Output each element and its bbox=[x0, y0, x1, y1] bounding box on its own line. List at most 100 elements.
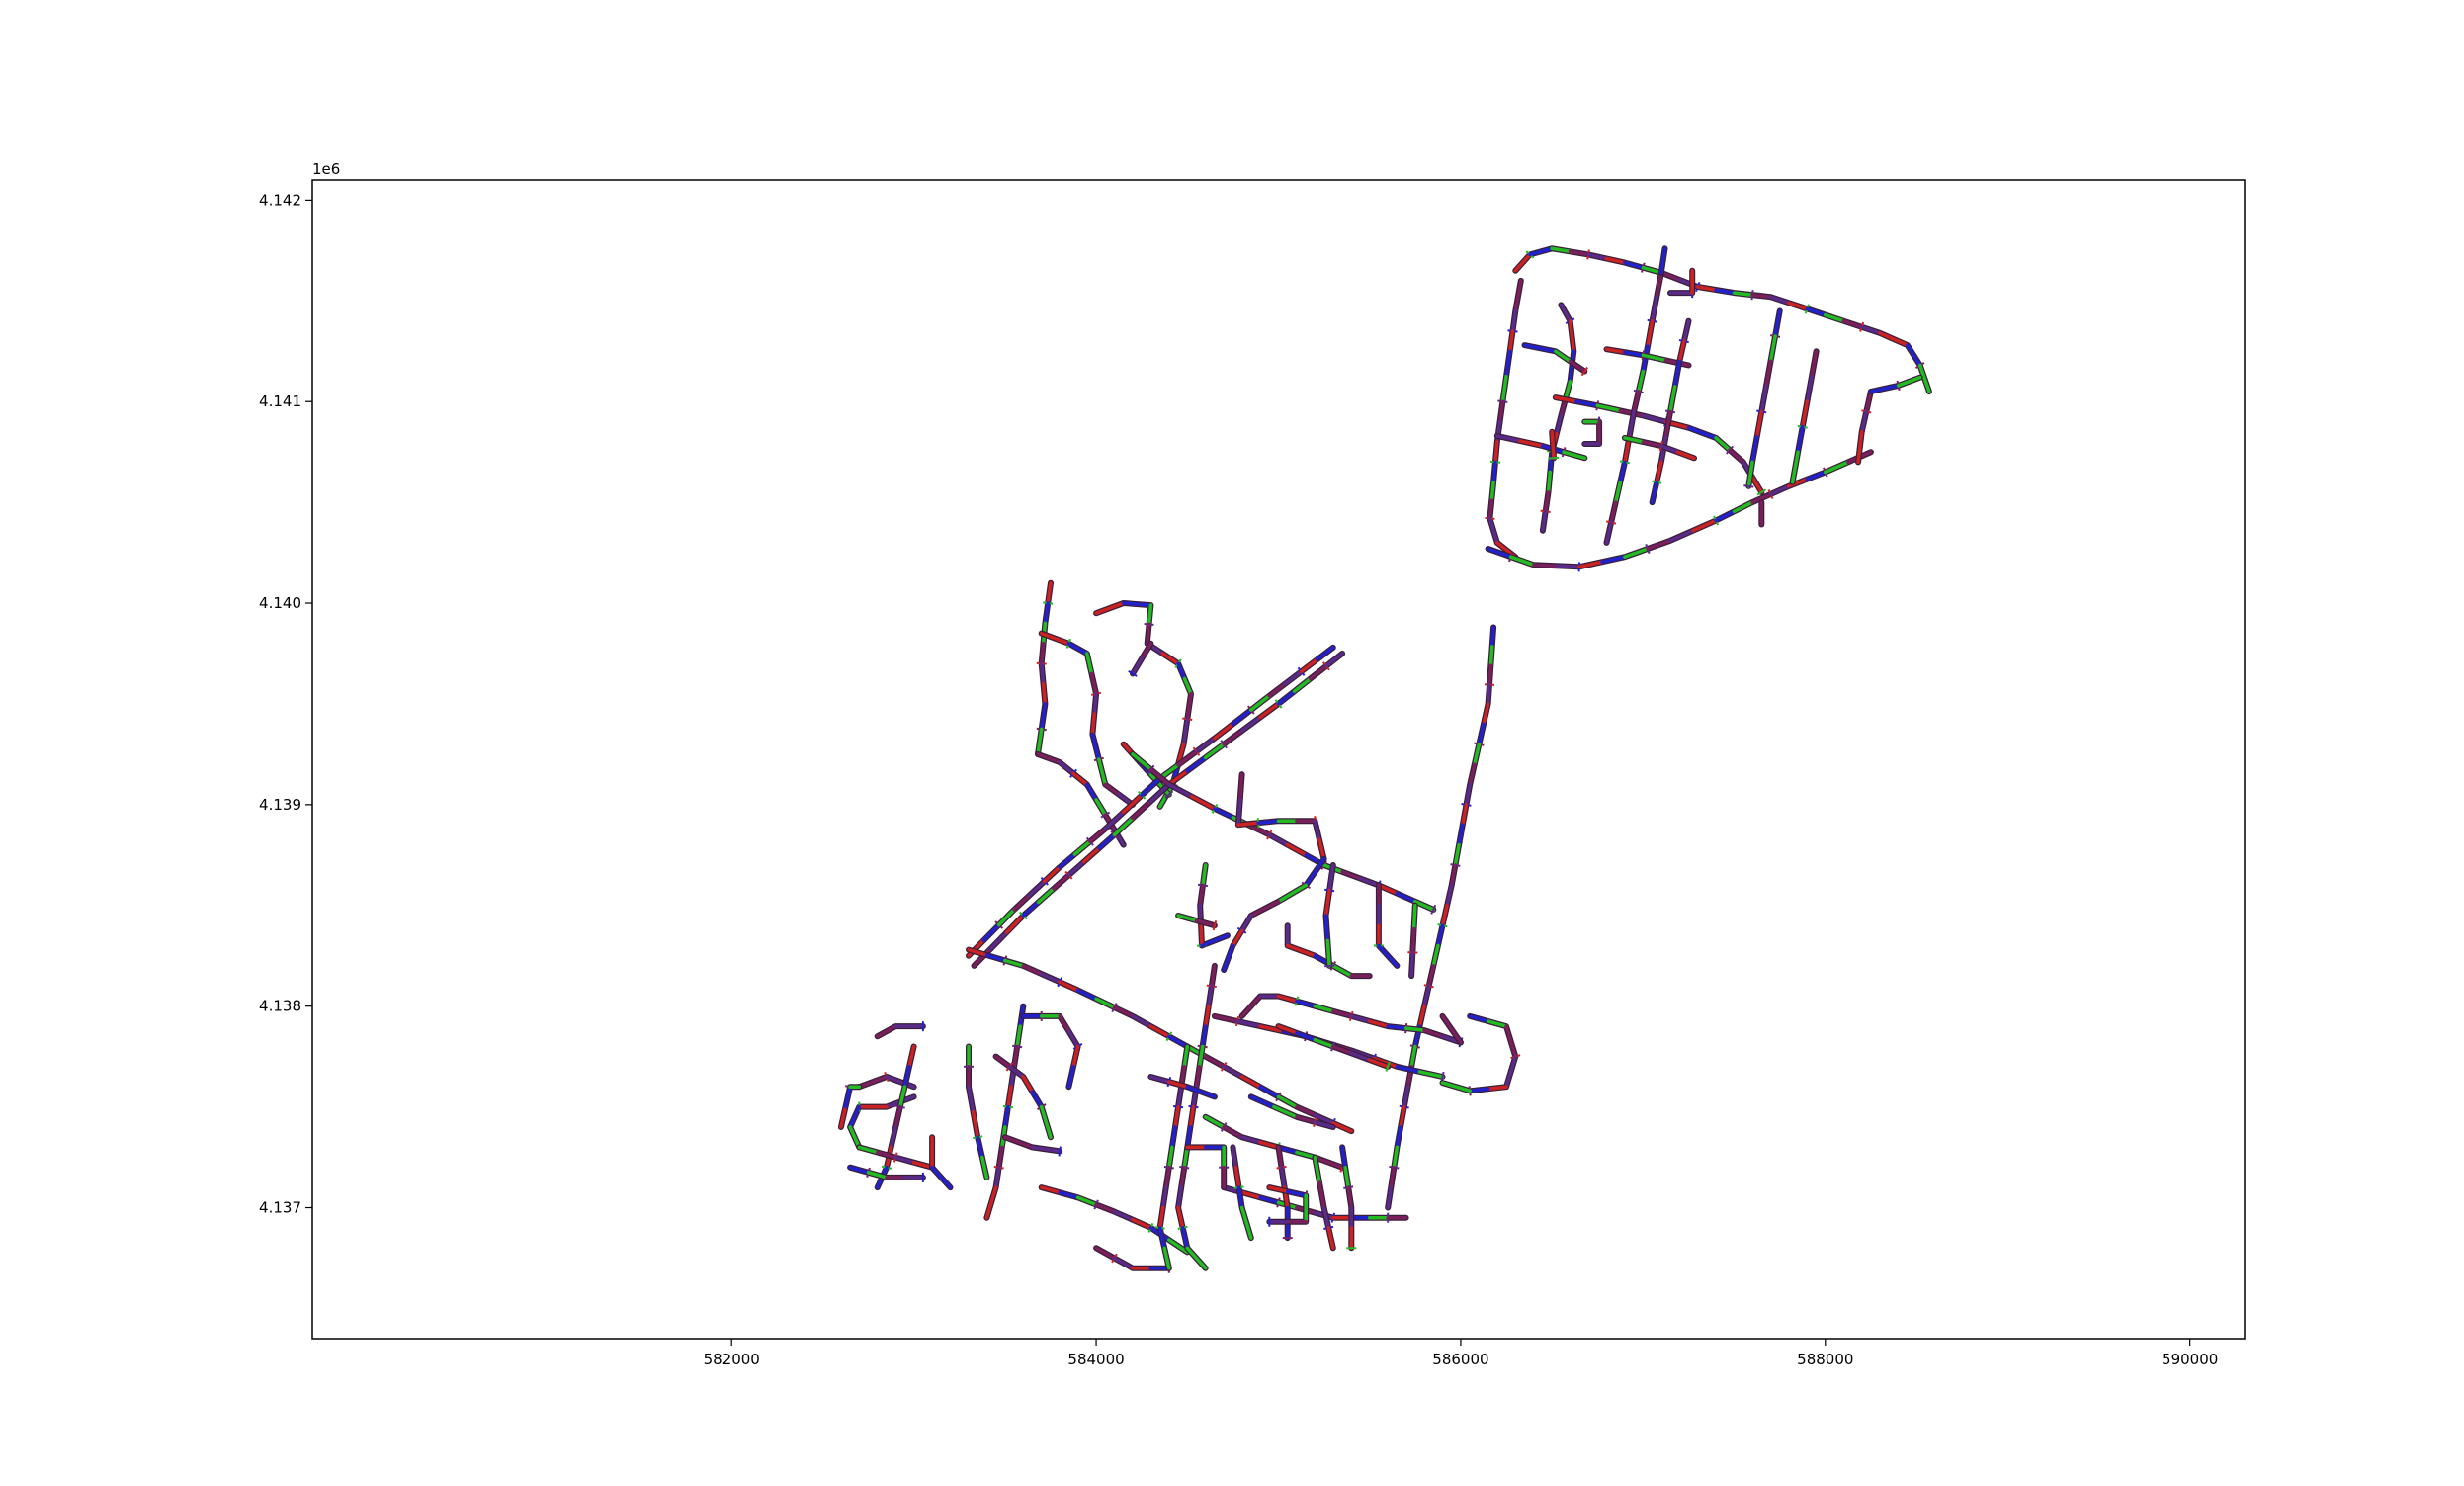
road-segment bbox=[1609, 500, 1618, 525]
road-segment bbox=[1194, 736, 1217, 753]
road-segment bbox=[848, 1125, 862, 1150]
road-segment bbox=[1377, 883, 1400, 896]
road-segment bbox=[1495, 434, 1522, 443]
road-segment bbox=[1402, 1085, 1410, 1109]
road-segment bbox=[1331, 964, 1354, 978]
road-segment bbox=[1768, 484, 1791, 496]
road-segment bbox=[981, 922, 1001, 942]
y-tick-label: 4.137 bbox=[259, 1199, 301, 1217]
road-segment bbox=[1403, 1026, 1426, 1032]
road-segment bbox=[1239, 1075, 1262, 1089]
road-segment bbox=[1504, 349, 1512, 379]
road-segment bbox=[1313, 1004, 1335, 1013]
x-tick-label: 584000 bbox=[1067, 1351, 1124, 1368]
road-segment bbox=[972, 947, 992, 968]
road-segment bbox=[1604, 520, 1613, 545]
road-segment bbox=[857, 1075, 889, 1089]
road-segment bbox=[1796, 424, 1805, 454]
road-segment bbox=[1489, 480, 1495, 502]
road-segment bbox=[1641, 265, 1663, 275]
y-tick-label: 4.141 bbox=[259, 393, 301, 410]
road-segment bbox=[1325, 938, 1331, 968]
road-segment bbox=[1805, 470, 1827, 481]
road-segment bbox=[1568, 349, 1576, 384]
road-segment bbox=[1773, 308, 1782, 338]
road-segment bbox=[1090, 732, 1101, 761]
road-segment bbox=[1203, 1115, 1226, 1129]
road-segment bbox=[1021, 1075, 1035, 1094]
road-segment bbox=[1507, 329, 1515, 354]
road-segment bbox=[1453, 842, 1461, 867]
road-segment bbox=[1550, 246, 1572, 254]
road-segment bbox=[1285, 943, 1317, 958]
road-segment bbox=[1869, 384, 1901, 393]
road-segment bbox=[967, 1085, 976, 1114]
road-segment bbox=[1222, 943, 1235, 972]
road-segment bbox=[839, 1104, 848, 1129]
road-segment bbox=[1315, 646, 1335, 661]
road-segment bbox=[1236, 821, 1260, 827]
road-segment bbox=[1309, 663, 1328, 681]
road-segment bbox=[1367, 1058, 1390, 1069]
road-segment bbox=[1003, 1135, 1035, 1150]
road-segment bbox=[1103, 782, 1121, 797]
road-segment bbox=[1426, 964, 1436, 989]
road-segment bbox=[1417, 1004, 1426, 1028]
road-segment bbox=[885, 1075, 916, 1089]
road-segment bbox=[1513, 252, 1532, 273]
road-segment bbox=[996, 1145, 1004, 1170]
road-segment bbox=[1066, 1029, 1080, 1049]
road-segment bbox=[1276, 1145, 1284, 1170]
x-tick-label: 590000 bbox=[2162, 1351, 2218, 1368]
road-segment bbox=[1750, 492, 1773, 504]
road-segment bbox=[1595, 403, 1623, 413]
road-segment bbox=[1343, 1165, 1350, 1189]
road-segment bbox=[1066, 642, 1089, 656]
road-segment bbox=[1750, 475, 1764, 494]
road-segment bbox=[1436, 923, 1445, 948]
road-segment bbox=[1043, 601, 1050, 626]
road-segment bbox=[1036, 727, 1044, 756]
road-segment bbox=[1340, 870, 1363, 881]
road-segment bbox=[1276, 994, 1299, 1004]
road-segment bbox=[1399, 1104, 1406, 1129]
road-segment bbox=[1258, 1195, 1281, 1205]
road-segment bbox=[1732, 500, 1754, 514]
road-segment bbox=[1176, 749, 1199, 767]
road-segment bbox=[1194, 918, 1217, 927]
road-segment bbox=[898, 1085, 907, 1109]
road-segment bbox=[1236, 1185, 1244, 1210]
road-segment bbox=[1236, 798, 1242, 827]
road-segment bbox=[1531, 563, 1559, 568]
road-segment bbox=[1422, 1028, 1445, 1039]
road-segment bbox=[1856, 430, 1864, 465]
road-segment bbox=[1272, 1104, 1299, 1119]
road-segment bbox=[1072, 839, 1092, 856]
road-segment bbox=[1295, 1115, 1317, 1124]
road-segment bbox=[1182, 1145, 1190, 1170]
road-segment bbox=[1395, 1065, 1422, 1074]
road-segment bbox=[971, 1109, 979, 1139]
road-segment bbox=[1167, 1034, 1190, 1049]
road-segment bbox=[1522, 343, 1558, 354]
road-segment bbox=[1349, 1014, 1372, 1023]
road-segment bbox=[1239, 1205, 1253, 1240]
road-segment bbox=[1027, 879, 1047, 898]
road-segment bbox=[1859, 409, 1869, 434]
network-middle bbox=[966, 579, 1437, 980]
road-segment bbox=[1768, 295, 1791, 306]
road-segment bbox=[1559, 303, 1572, 323]
road-segment bbox=[1256, 819, 1281, 825]
x-axis: 582000 584000 586000 588000 590000 bbox=[704, 1339, 2218, 1368]
road-segment bbox=[1295, 1104, 1317, 1117]
road-segment bbox=[1586, 252, 1609, 261]
road-segment bbox=[1641, 413, 1668, 424]
road-segment bbox=[1170, 1125, 1177, 1150]
road-segment bbox=[1508, 555, 1536, 568]
road-segment bbox=[1299, 657, 1319, 674]
road-segment bbox=[1131, 752, 1153, 771]
road-segment bbox=[984, 1185, 998, 1220]
road-segment bbox=[848, 1165, 871, 1175]
road-segment bbox=[1486, 1085, 1508, 1092]
road-segment bbox=[1732, 291, 1754, 297]
